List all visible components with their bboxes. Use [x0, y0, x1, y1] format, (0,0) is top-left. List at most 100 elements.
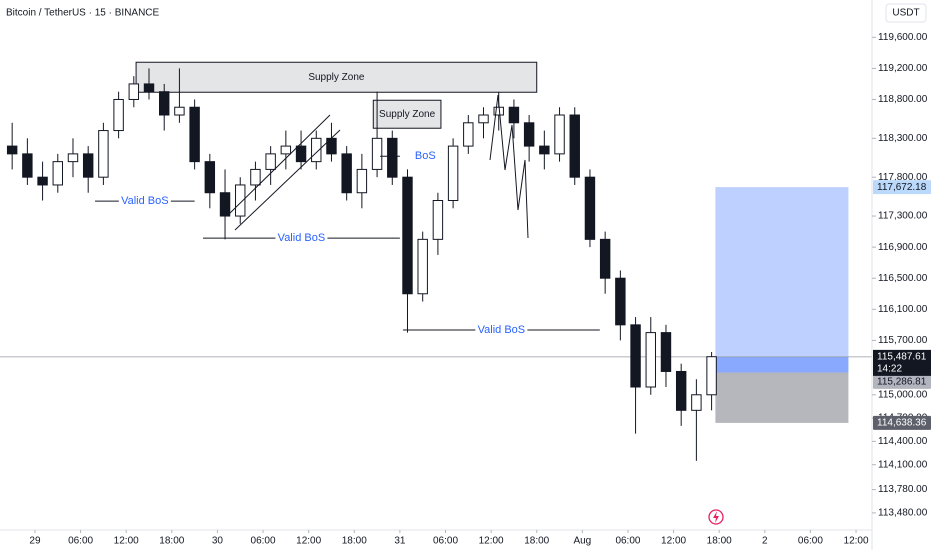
candle-body [371, 137, 383, 170]
candle-body [189, 106, 200, 163]
x-tick-label: 12:00 [296, 536, 321, 547]
candle-body [143, 83, 155, 93]
target-price-tag-bg [873, 180, 931, 195]
candle-body [554, 114, 565, 155]
countdown-label: 14:22 [877, 364, 902, 375]
candle-body [113, 98, 124, 132]
unit-label[interactable]: USDT [892, 8, 919, 19]
bos-label: Valid BoS [478, 324, 526, 336]
candle-body [447, 145, 459, 201]
drawings [227, 94, 529, 239]
x-tick-label: 29 [29, 536, 41, 547]
y-tick-label: 116,100.00 [878, 304, 928, 315]
candle-body [280, 145, 292, 155]
x-tick-label: 12:00 [479, 536, 504, 547]
candle-body [539, 145, 550, 155]
target-price-tag: 117,672.18 [877, 182, 927, 193]
candle-body [508, 106, 520, 124]
x-tick-label: 06:00 [251, 536, 276, 547]
candle-body [6, 145, 18, 155]
y-tick-label: 117,300.00 [878, 211, 928, 222]
y-tick-label: 118,800.00 [878, 94, 928, 105]
y-tick-label: 116,900.00 [878, 242, 928, 253]
entry-price-tag: 115,286.81 [877, 377, 927, 388]
x-tick-label: 12:00 [661, 536, 686, 547]
candle-body [341, 153, 352, 194]
y-tick-label: 117,800.00 [878, 172, 928, 183]
candle-body [706, 356, 717, 396]
candle-body [158, 91, 170, 116]
y-tick-label: 114,400.00 [878, 436, 928, 447]
candle-body [128, 83, 140, 100]
y-tick-label: 119,600.00 [878, 32, 928, 43]
y-tick-label: 118,300.00 [878, 133, 928, 144]
stop-area [715, 372, 849, 423]
candle-body [265, 153, 276, 170]
x-tick-label: 31 [394, 536, 406, 547]
candle-body [660, 332, 672, 372]
x-tick-label: 12:00 [844, 536, 869, 547]
last-price-tag: 115,487.61 [877, 352, 927, 363]
x-tick-label: 06:00 [615, 536, 640, 547]
y-tick-label: 115,000.00 [878, 389, 928, 400]
x-tick-label: 18:00 [707, 536, 732, 547]
alert-icon[interactable] [708, 509, 724, 525]
candle-body [295, 145, 307, 163]
x-tick-label: 2 [762, 536, 768, 547]
last-price-tag-bg [873, 349, 931, 376]
candle-body [417, 238, 428, 295]
stop-price-tag: 114,638.36 [877, 418, 927, 429]
x-tick-label: 06:00 [433, 536, 458, 547]
candle-body [37, 176, 48, 186]
candle-body [432, 199, 444, 240]
zone-label: Supply Zone [379, 109, 436, 120]
candle-body [630, 324, 641, 388]
label-backdrop [475, 322, 528, 337]
candle-body [67, 153, 79, 163]
plot-area: Supply Zone Supply Zone Valid BoS Valid BoS… [0, 61, 872, 461]
unit-box[interactable] [885, 3, 927, 23]
x-tick-label: 18:00 [159, 536, 184, 547]
channel-line [227, 114, 331, 216]
candle-body [235, 184, 246, 217]
y-tick-label: 113,780.00 [878, 484, 928, 495]
candle-body [387, 137, 398, 178]
zone-label: Supply Zone [308, 72, 365, 83]
candle-body [356, 168, 368, 194]
candle-body [599, 238, 611, 279]
entry-price-tag-bg [873, 374, 931, 389]
candle-body [675, 370, 687, 411]
candle-body [615, 277, 626, 326]
x-tick-label: 06:00 [68, 536, 93, 547]
candle-body [645, 332, 656, 388]
candle-body [523, 122, 535, 147]
y-tick-label: 115,700.00 [878, 335, 928, 346]
y-tick-label: 114,100.00 [878, 459, 928, 470]
candle-body [584, 176, 596, 240]
candle-body [22, 153, 33, 178]
candle-body [691, 394, 702, 411]
stop-price-tag-bg [873, 415, 931, 430]
candle-body [98, 130, 109, 178]
x-tick-label: 06:00 [798, 536, 823, 547]
y-tick-label: 119,200.00 [878, 63, 928, 74]
supply-zone [135, 61, 538, 93]
chart-title: Bitcoin / TetherUS · 15 · BINANCE [6, 8, 160, 19]
channel-line [234, 129, 341, 231]
candle-body [82, 153, 94, 178]
x-tick-label: 18:00 [524, 536, 549, 547]
x-tick-label: Aug [573, 536, 591, 547]
candle-body [311, 137, 322, 163]
candle-body [463, 122, 474, 147]
x-tick-label: 12:00 [114, 536, 139, 547]
candle-body [219, 192, 231, 217]
candle-body [250, 168, 261, 186]
bos-label: BoS [415, 150, 436, 162]
candle-body [402, 176, 413, 295]
x-tick-label: 18:00 [342, 536, 367, 547]
candle-body [52, 161, 63, 186]
bos-label: Valid BoS [121, 195, 169, 207]
